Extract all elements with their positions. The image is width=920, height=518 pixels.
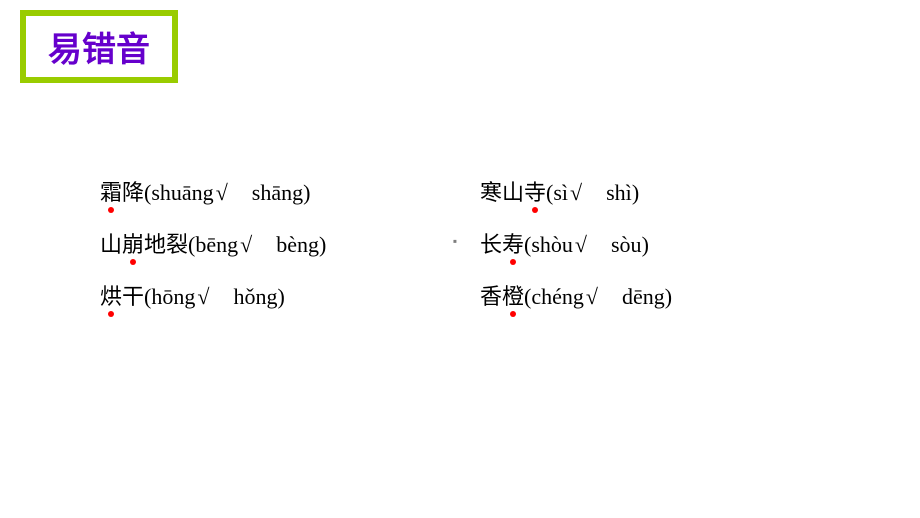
content-area: 霜降(shuāng √ shāng) 寒山寺(sì √ shì) 山崩地裂(bēng…	[100, 175, 860, 331]
dotted-char: 寿	[502, 227, 524, 259]
title-box: 易错音	[20, 10, 178, 83]
col-right: 寒山寺(sì √ shì)	[480, 175, 639, 207]
pinyin-wrong: hǒng	[233, 284, 277, 309]
col-left: 烘干(hōng √ hǒng)	[100, 279, 430, 311]
prefix-text: 香	[480, 284, 502, 309]
dotted-char: 寺	[524, 175, 546, 207]
title-text: 易错音	[48, 31, 150, 69]
suffix-text: 地裂	[144, 232, 188, 257]
pinyin-correct: shuāng	[151, 180, 213, 205]
check-icon: √	[575, 232, 609, 258]
content-row: 霜降(shuāng √ shāng) 寒山寺(sì √ shì)	[100, 175, 860, 207]
prefix-text: 寒山	[480, 180, 524, 205]
col-left: 山崩地裂(bēng √ bèng)	[100, 227, 430, 259]
pinyin-correct: chéng	[531, 284, 584, 309]
content-row: 山崩地裂(bēng √ bèng) ▪长寿(shòu √ sòu)	[100, 227, 860, 259]
pinyin-correct: hōng	[151, 284, 195, 309]
vocab-item: 山崩地裂(bēng √ bèng)	[100, 227, 326, 259]
paren-close: )	[665, 284, 672, 309]
dotted-char: 霜	[100, 175, 122, 207]
pinyin-wrong: shāng	[252, 180, 303, 205]
prefix-text: 长	[480, 232, 502, 257]
pinyin-wrong: dēng	[622, 284, 665, 309]
suffix-text: 降	[122, 180, 144, 205]
check-icon: √	[216, 180, 250, 206]
pinyin-correct: shòu	[531, 232, 573, 257]
paren-close: )	[632, 180, 639, 205]
dotted-char: 崩	[122, 227, 144, 259]
pinyin-correct: bēng	[195, 232, 238, 257]
vocab-item: 烘干(hōng √ hǒng)	[100, 279, 285, 311]
vocab-item: 寒山寺(sì √ shì)	[480, 175, 639, 207]
separator-dot-icon: ▪	[430, 234, 480, 249]
suffix-text: 干	[122, 284, 144, 309]
vocab-item: 长寿(shòu √ sòu)	[480, 227, 649, 259]
paren-close: )	[277, 284, 284, 309]
dotted-char: 橙	[502, 279, 524, 311]
col-right: 长寿(shòu √ sòu)	[480, 227, 649, 259]
check-icon: √	[586, 284, 620, 310]
dotted-char: 烘	[100, 279, 122, 311]
vocab-item: 霜降(shuāng √ shāng)	[100, 175, 310, 207]
pinyin-wrong: shì	[606, 180, 632, 205]
pinyin-wrong: bèng	[276, 232, 319, 257]
pinyin-wrong: sòu	[611, 232, 642, 257]
vocab-item: 香橙(chéng √ dēng)	[480, 279, 672, 311]
check-icon: √	[240, 232, 274, 258]
col-right: 香橙(chéng √ dēng)	[480, 279, 672, 311]
col-left: 霜降(shuāng √ shāng)	[100, 175, 430, 207]
check-icon: √	[570, 180, 604, 206]
content-row: 烘干(hōng √ hǒng) 香橙(chéng √ dēng)	[100, 279, 860, 311]
paren-close: )	[319, 232, 326, 257]
pinyin-correct: sì	[553, 180, 568, 205]
check-icon: √	[197, 284, 231, 310]
prefix-text: 山	[100, 232, 122, 257]
paren-close: )	[303, 180, 310, 205]
paren-close: )	[642, 232, 649, 257]
